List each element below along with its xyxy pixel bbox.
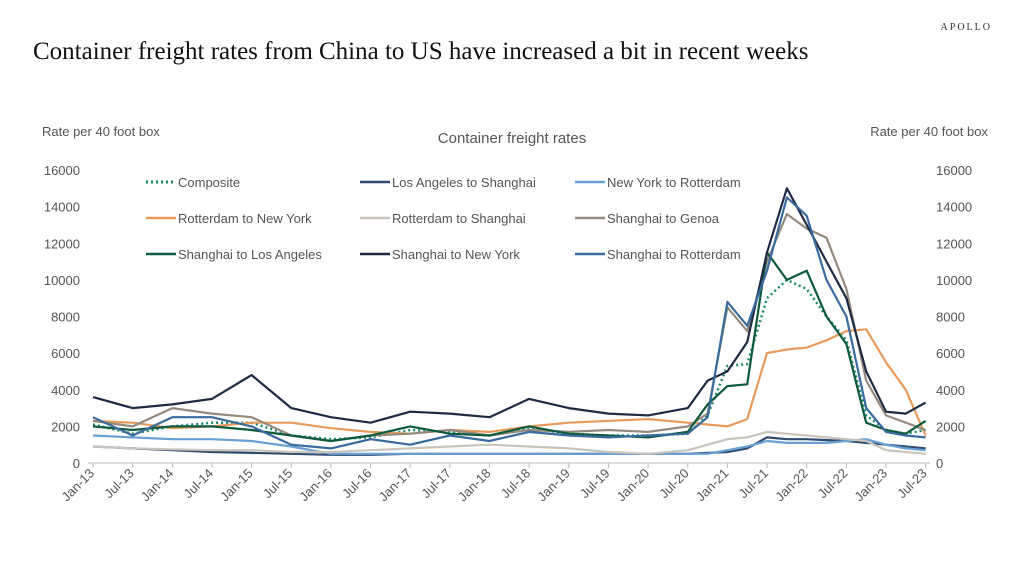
y-tick-label-left: 8000 (51, 310, 80, 325)
page-title: Container freight rates from China to US… (33, 38, 809, 65)
y-tick-label-right: 12000 (936, 236, 972, 251)
y-tick-label-right: 8000 (936, 310, 965, 325)
y-tick-label-right: 14000 (936, 200, 972, 215)
x-tick-label: Jul-18 (498, 466, 534, 502)
x-tick-label: Jul-16 (339, 466, 375, 502)
x-tick-label: Jul-14 (180, 466, 216, 502)
x-tick-label: Jan-20 (614, 466, 653, 505)
y-tick-label-left: 16000 (44, 163, 80, 178)
y-tick-label-left: 14000 (44, 200, 80, 215)
legend-label: Los Angeles to Shanghai (392, 175, 536, 190)
y-tick-label-right: 0 (936, 456, 943, 471)
x-tick-label: Jan-19 (534, 466, 573, 505)
x-tick-label: Jul-13 (101, 466, 137, 502)
brand-logo: APOLLO (940, 22, 992, 33)
y-tick-label-left: 2000 (51, 419, 80, 434)
x-tick-label: Jan-13 (58, 466, 97, 505)
x-tick-label: Jul-19 (577, 466, 613, 502)
x-tick-label: Jan-22 (772, 466, 811, 505)
y-tick-label-left: 4000 (51, 383, 80, 398)
series-line-shanghai-to-los-angeles (92, 251, 927, 443)
legend-label: Shanghai to Los Angeles (178, 247, 322, 262)
legend-label: Rotterdam to Shanghai (392, 211, 526, 226)
series-line-rotterdam-to-new-york (92, 328, 927, 436)
legend-label: Rotterdam to New York (178, 211, 312, 226)
legend-label: Composite (178, 175, 240, 190)
x-tick-label: Jul-21 (736, 466, 772, 502)
y-tick-label-left: 0 (73, 456, 80, 471)
series-line-shanghai-to-new-york (92, 187, 927, 424)
x-tick-label: Jul-17 (418, 466, 454, 502)
legend-label: Shanghai to Genoa (607, 211, 720, 226)
x-tick-label: Jan-16 (296, 466, 335, 505)
y-tick-label-right: 16000 (936, 163, 972, 178)
legend-label: Shanghai to New York (392, 247, 520, 262)
x-tick-label: Jul-22 (815, 466, 851, 502)
y-tick-label-right: 10000 (936, 273, 972, 288)
legend-label: New York to Rotterdam (607, 175, 741, 190)
x-tick-label: Jan-21 (693, 466, 732, 505)
y-tick-label-left: 10000 (44, 273, 80, 288)
x-tick-label: Jul-20 (656, 466, 692, 502)
x-tick-label: Jul-23 (894, 466, 930, 502)
x-tick-label: Jan-17 (376, 466, 415, 505)
x-tick-label: Jan-18 (455, 466, 494, 505)
chart-title: Container freight rates (438, 130, 586, 147)
y-axis-label-right: Rate per 40 foot box (870, 124, 988, 139)
series-line-composite (92, 278, 926, 441)
y-tick-label-right: 6000 (936, 346, 965, 361)
y-axis-label-left: Rate per 40 foot box (42, 124, 160, 139)
x-tick-label: Jan-15 (217, 466, 256, 505)
x-tick-label: Jul-15 (260, 466, 296, 502)
y-tick-label-left: 6000 (51, 346, 80, 361)
series-line-shanghai-to-rotterdam (92, 196, 926, 450)
y-tick-label-right: 2000 (936, 419, 965, 434)
x-tick-label: Jan-23 (851, 466, 890, 505)
legend-label: Shanghai to Rotterdam (607, 247, 741, 262)
x-tick-label: Jan-14 (138, 466, 177, 505)
series-line-shanghai-to-genoa (92, 212, 926, 443)
series-line-rotterdam-to-shanghai (92, 430, 926, 455)
y-tick-label-left: 12000 (44, 236, 80, 251)
y-tick-label-right: 4000 (936, 383, 965, 398)
